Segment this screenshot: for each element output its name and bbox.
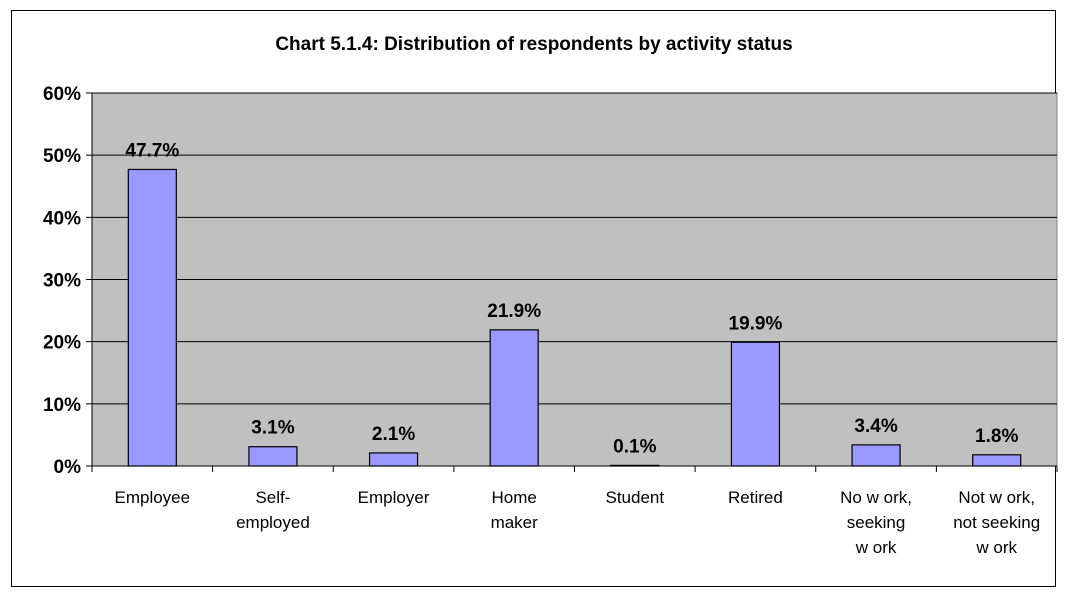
data-label: 19.9% bbox=[729, 313, 783, 334]
y-tick-label: 10% bbox=[43, 395, 81, 416]
data-label: 21.9% bbox=[487, 301, 541, 322]
x-tick-label: Self- bbox=[255, 488, 290, 507]
gridlines bbox=[92, 92, 1057, 405]
bar bbox=[489, 329, 539, 467]
x-tick-label: No w ork, bbox=[840, 488, 912, 507]
bar bbox=[730, 341, 781, 467]
x-tick-label: employed bbox=[236, 513, 310, 532]
bars bbox=[127, 168, 1022, 467]
bar bbox=[972, 454, 1022, 467]
y-axis-ticks: 0% 10% 20% 30% 40% 50% 60% bbox=[43, 84, 92, 478]
data-label: 2.1% bbox=[372, 424, 415, 445]
chart-title: Chart 5.1.4: Distribution of respondents… bbox=[275, 34, 793, 55]
data-label: 0.1% bbox=[613, 436, 656, 457]
x-tick-label: seeking bbox=[847, 513, 906, 532]
x-tick-label: w ork bbox=[855, 538, 897, 557]
y-tick-label: 50% bbox=[43, 146, 81, 167]
bar bbox=[127, 168, 177, 467]
data-labels: 47.7% 3.1% 2.1% 21.9% 0.1% 19.9% 3.4% 1.8% bbox=[125, 140, 1018, 457]
x-tick-label: w ork bbox=[975, 538, 1017, 557]
x-tick-label: Not w ork, bbox=[958, 488, 1035, 507]
x-tick-label: maker bbox=[491, 513, 539, 532]
bar bbox=[248, 446, 298, 467]
x-tick-label: Retired bbox=[728, 488, 783, 507]
x-tick-label: Student bbox=[606, 488, 665, 507]
x-tick-label: Employee bbox=[115, 488, 191, 507]
x-tick-label: Home bbox=[492, 488, 537, 507]
data-label: 3.4% bbox=[854, 416, 897, 437]
y-tick-label: 60% bbox=[43, 84, 81, 105]
y-tick-label: 0% bbox=[54, 457, 82, 478]
data-label: 3.1% bbox=[251, 418, 294, 439]
x-axis-ticks: Employee Self-employed Employer Home maker St… bbox=[91, 466, 1058, 557]
y-tick-label: 30% bbox=[43, 271, 81, 292]
y-tick-label: 40% bbox=[43, 208, 81, 229]
data-label: 47.7% bbox=[125, 140, 179, 161]
bar bbox=[851, 444, 901, 467]
y-tick-label: 20% bbox=[43, 333, 81, 354]
bar bbox=[368, 452, 419, 467]
data-label: 1.8% bbox=[975, 426, 1018, 447]
x-tick-label: Employer bbox=[358, 488, 430, 507]
x-tick-label: not seeking bbox=[953, 513, 1040, 532]
